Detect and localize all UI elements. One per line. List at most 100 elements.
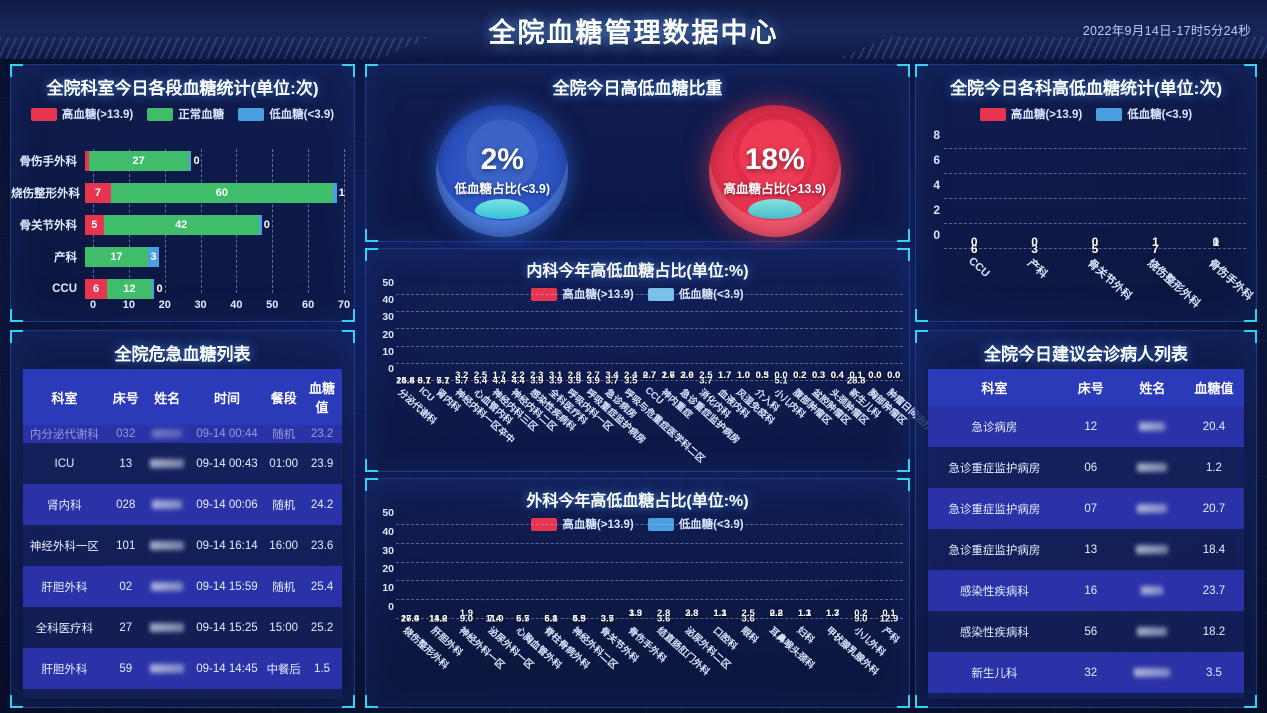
y-axis-tick: 10 (382, 582, 394, 595)
corner-decor (915, 330, 928, 343)
bar-value-label: 2.7 (586, 370, 600, 381)
bar-value-label: 3.2 (455, 370, 469, 381)
corner-decor (365, 459, 378, 472)
table-cell-name (1121, 447, 1184, 488)
table-column-header: 科室 (928, 369, 1061, 406)
bar-value-label: 0.1 (849, 370, 863, 381)
gridline (344, 149, 345, 293)
panel-title-ratio: 全院今日高低血糖比重 (552, 79, 723, 98)
table-cell-bed: 32 (1084, 666, 1098, 679)
panel-ratio: 全院今日高低血糖比重 2% 低血糖占比(<3.9) 18% 高血糖占比(>13.… (365, 64, 910, 242)
legend-label-high: 高血糖(>13.9) (562, 289, 634, 301)
table-row[interactable]: 新生儿科 32 3.5 (928, 652, 1244, 693)
bar-value-label: 0.0 (774, 370, 788, 381)
table-row[interactable]: 急诊病房 12 20.4 (928, 406, 1244, 447)
consult-table-head: 科室 床号 姓名 血糖值 (928, 369, 1244, 406)
table-cell-dept: 肝胆外科 (23, 689, 106, 699)
table-cell-dept: 急诊重症监护病房 (948, 462, 1041, 475)
table-row[interactable]: 全科医疗科 27 09-14 15:25 15:00 25.2 (23, 607, 342, 648)
bar-segment: 3 (147, 247, 159, 267)
corner-decor (10, 64, 23, 77)
bar-value-label: 1.7 (718, 370, 732, 381)
corner-decor (1244, 64, 1257, 77)
chart-surgery-year: 0 10 20 30 40 50 16.9 27.4 11.6 14.2 1.9 9.0 11.0 7.4… (366, 505, 909, 707)
table-row[interactable]: 感染性疾病科 56 18.2 (928, 611, 1244, 652)
x-axis-label-text: 产科 (1024, 257, 1049, 281)
bar-value-label: 1.7 (492, 370, 506, 381)
legend-swatch-low (238, 107, 265, 121)
table-column-header: 床号 (105, 369, 146, 425)
table-row[interactable]: 肝胆外科 59 09-14 14:45 中餐后 1.5 (23, 648, 342, 689)
redacted-name (1136, 544, 1169, 554)
table-row[interactable]: ICU 13 09-14 00:43 01:00 23.9 (23, 443, 342, 484)
table-cell-dept: 新生儿科 (928, 693, 1061, 699)
table-column-header: 床号 (1060, 369, 1121, 406)
donut-high-percent: 18% (744, 143, 805, 176)
bar-value-label: 4.4 (511, 375, 525, 387)
bar-value-label: 28.8 (846, 375, 866, 387)
table-cell-value: 18.2 (1202, 625, 1226, 638)
legend-swatch-low (647, 517, 674, 531)
table-cell-bed: 12 (1084, 420, 1098, 433)
corner-decor (365, 478, 378, 491)
corner-decor (1244, 695, 1257, 708)
table-cell-dept: ICU (54, 457, 75, 470)
chart-gridlines (944, 148, 1246, 249)
bar-row: 骨关节外科 5 42 0 (11, 213, 356, 237)
bar-value-label: 0.2 (793, 370, 807, 381)
legend-label-low: 低血糖(<3.9) (269, 109, 335, 121)
table-column-header: 姓名 (145, 369, 189, 425)
bar-value-label: 0.2 (793, 370, 807, 381)
bar-segment: 6 (85, 279, 108, 299)
table-cell-bed: 028 (116, 498, 136, 511)
critical-table-scroll[interactable]: 科室 床号 姓名 时间 餐段 血糖值 内分泌代谢科 032 09-14 00:44 随机 23.2… (23, 369, 342, 699)
table-row[interactable]: 肝胆外科 02 09-14 15:59 随机 25.4 (23, 566, 342, 607)
y-axis-tick: 6 (933, 153, 940, 167)
bar-value-label: 5.8 (544, 613, 558, 625)
table-row[interactable]: 感染性疾病科 16 23.7 (928, 570, 1244, 611)
table-row[interactable]: 急诊重症监护病房 07 20.7 (928, 488, 1244, 529)
x-axis-tick: 10 (122, 299, 135, 311)
table-row[interactable]: 新生儿科40 3.2 (928, 693, 1244, 699)
bar-value-label: 2.2 (769, 608, 783, 619)
bar-value-label: 3.9 (567, 375, 582, 387)
gridline (396, 345, 903, 347)
chart-bars: 14.4 25.8 6.1 8.7 5.1 7.7 3.2 5.7 2.5 5.4 1.7 4.4 2.… (396, 295, 903, 387)
bar-row: 产科0173 (11, 245, 356, 269)
panel-critical-list: 全院危急血糖列表 科室 床号 姓名 时间 餐段 血糖值 内分泌代谢科 032 09-14 00… (10, 330, 355, 708)
table-row[interactable]: 急诊重症监护病房 13 18.4 (928, 529, 1244, 570)
bar-row-label: 骨伤手外科 (19, 156, 78, 168)
legend-swatch-high (531, 517, 558, 531)
table-row[interactable]: 急诊重症监护病房 06 1.2 (928, 447, 1244, 488)
table-row[interactable]: 神经外科一区 101 09-14 16:14 16:00 23.6 (23, 525, 342, 566)
bar-value-label: 6.1 (417, 375, 431, 387)
x-axis-tick: 0 (89, 299, 97, 311)
bar-value-label: 5.9 (572, 613, 586, 625)
donut-high-content: 18% 高血糖占比(>13.9) (724, 145, 826, 197)
table-column-header: 科室 (23, 369, 106, 425)
bar-value-label: 1.9 (459, 608, 474, 619)
chart-dept-high-low: 0 2 4 6 8 0 6 3 0 0 5 1 7 0 1 CCU 产科 骨关节外科 烧伤整形外科 骨伤手外科 (916, 128, 1256, 321)
table-cell-value: 23.9 (310, 457, 334, 470)
gridline (396, 328, 903, 330)
corner-decor (10, 695, 23, 708)
table-cell-bed: 032 (116, 428, 136, 440)
corner-decor (897, 64, 910, 77)
bar-value-label: 3.6 (741, 613, 755, 625)
corner-decor (897, 229, 910, 242)
y-axis-tick: 10 (382, 345, 394, 358)
bar-value-label: 3.4 (605, 370, 619, 381)
table-cell-name (146, 689, 189, 699)
bar-value-label: 2.3 (530, 370, 544, 381)
bar-track: 6 12 0 (85, 279, 344, 299)
bar-value-label: 2.2 (511, 370, 525, 381)
donut-low-label: 低血糖占比(<3.9) (454, 182, 550, 196)
consult-table-scroll[interactable]: 科室 床号 姓名 血糖值 急诊病房 12 20.4 急诊重症监护病房 06 1.2 急诊重症监护病… (928, 369, 1244, 699)
gridline (396, 542, 903, 544)
bar-value-label: 0.4 (830, 370, 844, 381)
table-row[interactable]: 肾内科 028 09-14 00:06 随机 24.2 (23, 484, 342, 525)
bar-value-label: 0.0 (868, 370, 882, 381)
table-row[interactable]: 内分泌代谢科 032 09-14 00:44 随机 23.2 (23, 425, 342, 443)
